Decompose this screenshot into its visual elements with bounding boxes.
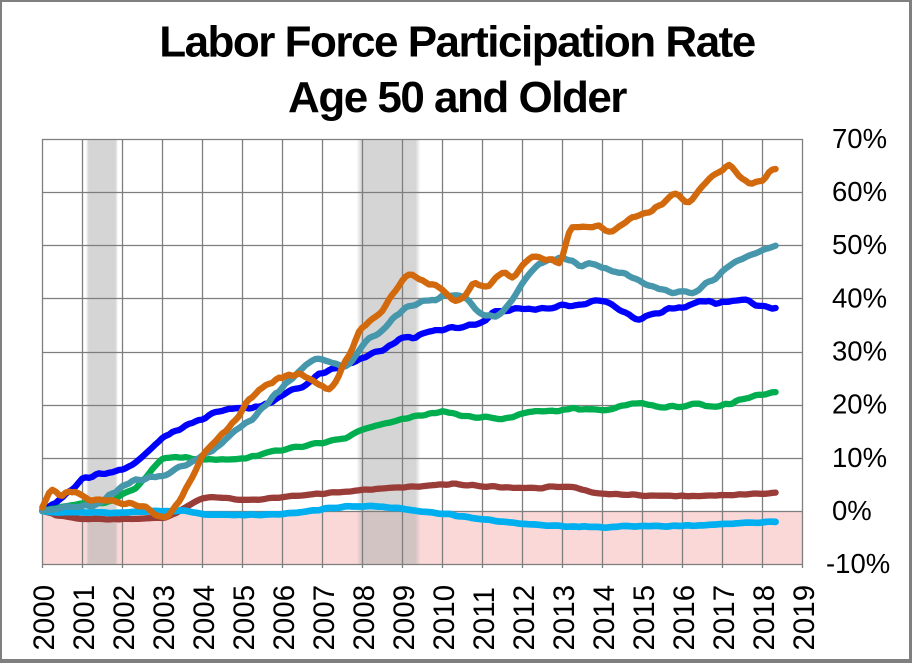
svg-text:2001: 2001 [68,585,101,651]
svg-text:Age 50 and Older: Age 50 and Older [288,73,627,122]
svg-text:2018: 2018 [748,585,781,651]
svg-text:2016: 2016 [668,585,701,651]
svg-text:2017: 2017 [708,585,741,651]
svg-text:2009: 2009 [388,585,421,651]
svg-text:2007: 2007 [308,585,341,651]
svg-text:2003: 2003 [148,585,181,651]
svg-text:-10%: -10% [826,548,890,579]
svg-text:60%: 60% [832,176,887,207]
svg-text:2006: 2006 [268,585,301,651]
svg-text:50%: 50% [832,229,887,260]
svg-text:2013: 2013 [548,585,581,651]
svg-text:2005: 2005 [228,585,261,651]
svg-text:30%: 30% [832,336,887,367]
svg-text:70%: 70% [832,123,887,154]
svg-text:2012: 2012 [508,585,541,651]
svg-text:2010: 2010 [428,585,461,651]
svg-text:2002: 2002 [108,585,141,651]
svg-text:10%: 10% [832,442,887,473]
svg-text:2004: 2004 [188,585,221,651]
svg-text:2019: 2019 [788,585,821,651]
svg-text:20%: 20% [832,389,887,420]
svg-text:2008: 2008 [348,585,381,651]
svg-text:Labor Force Participation Rate: Labor Force Participation Rate [159,18,755,67]
svg-text:2000: 2000 [28,585,61,651]
svg-text:2011: 2011 [468,587,501,650]
svg-text:0%: 0% [832,495,872,526]
svg-text:2015: 2015 [628,585,661,651]
svg-text:2014: 2014 [588,585,621,651]
svg-text:40%: 40% [832,282,887,313]
